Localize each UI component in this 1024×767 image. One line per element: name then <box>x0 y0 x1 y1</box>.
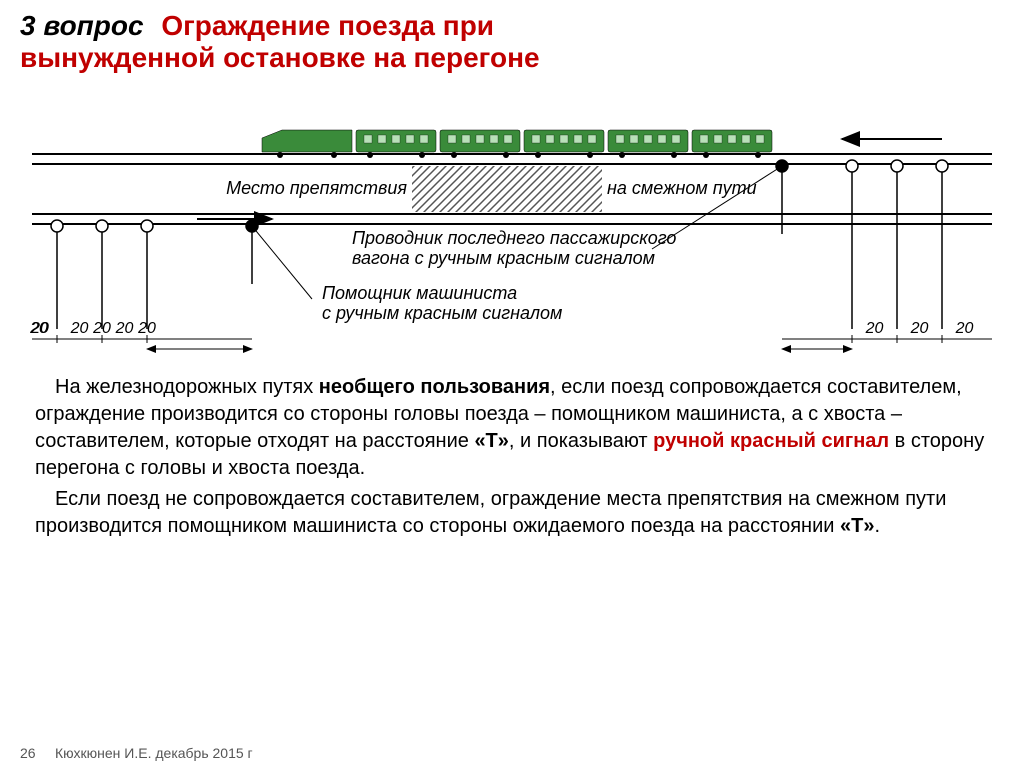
p1-e: , и показывают <box>509 430 653 452</box>
title-part-1: Ограждение поезда при <box>161 10 494 41</box>
svg-text:20: 20 <box>955 320 974 337</box>
p2-b: «Т» <box>840 515 874 537</box>
page-number: 26 <box>20 745 36 761</box>
svg-text:Место препятствия: Место препятствия <box>226 178 407 198</box>
svg-text:20: 20 <box>29 320 48 337</box>
body-text: На железнодорожных путях необщего пользо… <box>20 374 1004 540</box>
svg-text:1000: 1000 <box>799 352 835 354</box>
svg-text:20: 20 <box>92 320 111 337</box>
question-label: 3 вопрос <box>20 10 144 41</box>
title-line-1: 3 вопрос Ограждение поезда при <box>20 10 1004 42</box>
svg-text:1000: 1000 <box>182 352 218 354</box>
p1-a: На железнодорожных путях <box>55 376 319 398</box>
header: 3 вопрос Ограждение поезда при вынужденн… <box>20 10 1004 74</box>
svg-text:20: 20 <box>70 320 89 337</box>
svg-text:20: 20 <box>137 320 156 337</box>
svg-text:вагона с ручным красным сигнал: вагона с ручным красным сигналом <box>352 248 655 268</box>
svg-text:20: 20 <box>115 320 134 337</box>
paragraph-1: На железнодорожных путях необщего пользо… <box>35 374 989 482</box>
title-line-2: вынужденной остановке на перегоне <box>20 42 1004 74</box>
svg-text:Помощник машиниста: Помощник машиниста <box>322 283 517 303</box>
p2-c: . <box>874 515 880 537</box>
author-date: Кюхкюнен И.Е. декабрь 2015 г <box>55 745 253 761</box>
svg-text:20: 20 <box>865 320 884 337</box>
p1-d: «Т» <box>474 430 508 452</box>
footer: 26 Кюхкюнен И.Е. декабрь 2015 г <box>20 745 253 761</box>
svg-text:Проводник последнего пассажирс: Проводник последнего пассажирского <box>352 228 676 248</box>
svg-text:с ручным красным сигналом: с ручным красным сигналом <box>322 303 562 323</box>
svg-text:на смежном пути: на смежном пути <box>607 178 757 198</box>
svg-text:20: 20 <box>910 320 929 337</box>
title-part-2: вынужденной остановке на перегоне <box>20 42 540 73</box>
diagram-svg: Место препятствияна смежном пути20202010… <box>22 94 1002 354</box>
diagram: Место препятствияна смежном пути20202010… <box>22 94 1002 354</box>
paragraph-2: Если поезд не сопровождается составителе… <box>35 486 989 540</box>
p1-f: ручной красный сигнал <box>653 430 889 452</box>
p1-b: необщего пользования <box>319 376 550 398</box>
p2-a: Если поезд не сопровождается составителе… <box>35 488 946 537</box>
